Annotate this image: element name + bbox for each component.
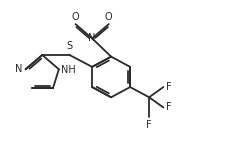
Text: N: N [15,64,23,74]
Text: S: S [67,41,73,51]
Text: O: O [105,12,113,22]
Text: F: F [166,102,171,112]
Text: F: F [146,120,152,130]
Text: F: F [166,82,171,92]
Text: NH: NH [61,65,76,75]
Text: O: O [72,12,79,22]
Text: N: N [89,33,96,43]
